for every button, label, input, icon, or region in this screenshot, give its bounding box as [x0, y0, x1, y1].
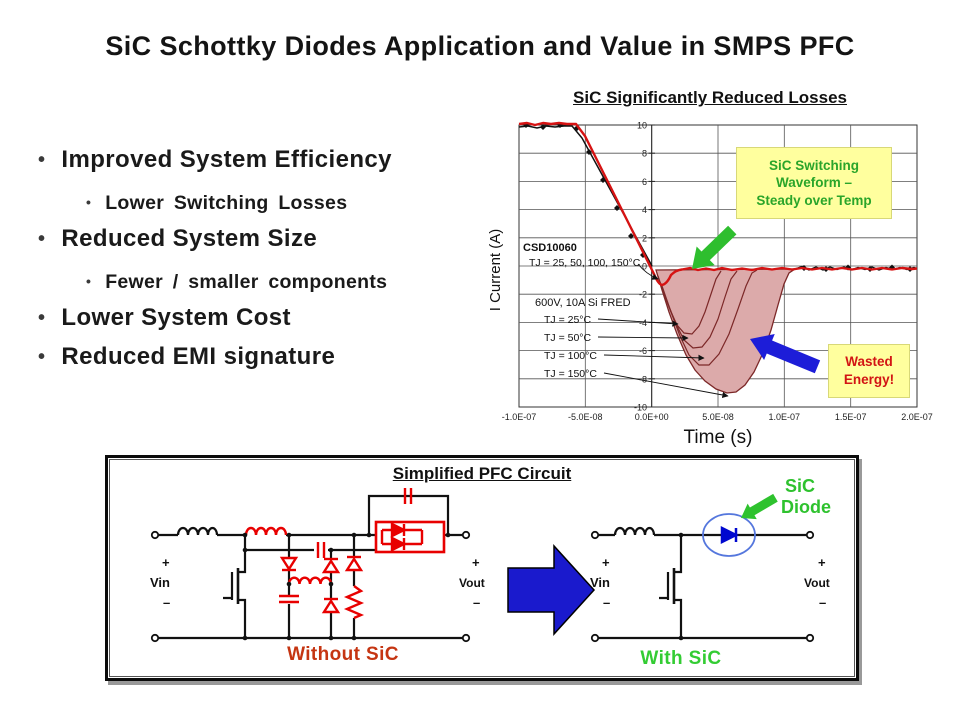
vout-label: Vout	[804, 576, 830, 590]
y-tick: -10	[634, 403, 647, 413]
y-tick-labels: 10 8 6 4 2 0 -2 -4 -6 -8 -10	[634, 121, 647, 413]
callout-line: Wasted	[845, 354, 893, 370]
y-tick: 6	[642, 177, 647, 187]
list-item: • Fewer / smaller components	[86, 270, 508, 294]
x-tick: -5.0E-08	[568, 412, 603, 422]
sic-device-label: CSD10060	[523, 242, 577, 254]
y-tick: 2	[642, 233, 647, 243]
blue-arrow-icon	[750, 334, 821, 374]
leader-lines	[597, 263, 729, 399]
si-fred-curves	[657, 269, 758, 366]
green-arrow-icon	[692, 225, 737, 269]
plus-sign: +	[818, 555, 826, 570]
bullet-icon: •	[38, 346, 46, 369]
black-wires	[598, 526, 810, 640]
wasted-energy-callout: Wasted Energy!	[828, 344, 910, 398]
sic-diode-label-line2: Diode	[781, 497, 831, 517]
sic-diode-label: SiC Diode	[781, 476, 831, 517]
x-tick: 1.0E-07	[769, 412, 801, 422]
bullet-text: Lower System Cost	[61, 304, 291, 332]
callout-line: Steady over Temp	[756, 192, 872, 208]
port-labels: + Vin – + Vout –	[590, 555, 830, 610]
junction-dots	[678, 532, 684, 641]
diode-highlight-ellipse	[702, 513, 756, 557]
si-temp-label: TJ = 50°C	[544, 332, 592, 344]
terminals	[150, 530, 471, 643]
list-item: • Improved System Efficiency	[28, 146, 508, 175]
y-tick: -4	[639, 318, 647, 328]
red-components	[244, 488, 446, 620]
plus-sign: +	[162, 555, 170, 570]
x-tick: 1.5E-07	[835, 412, 867, 422]
list-item: • Lower System Cost	[28, 304, 508, 333]
pfc-circuit-panel: Simplified PFC Circuit	[105, 455, 859, 681]
x-tick: -1.0E-07	[502, 412, 537, 422]
plus-sign: +	[472, 555, 480, 570]
vin-label: Vin	[150, 575, 170, 590]
list-item: • Reduced EMI signature	[28, 343, 508, 372]
y-tick: 4	[642, 205, 647, 215]
black-wires	[158, 494, 466, 640]
junction-dots	[242, 532, 451, 641]
x-tick: 2.0E-07	[901, 412, 933, 422]
y-tick: -6	[639, 346, 647, 356]
bullet-icon: •	[86, 193, 92, 210]
x-axis-label: Time (s)	[684, 427, 753, 448]
list-item: • Reduced System Size	[28, 225, 508, 254]
circuit-title: Simplified PFC Circuit	[392, 464, 572, 483]
y-tick: 10	[637, 121, 647, 131]
bullet-text: Reduced System Size	[61, 225, 318, 253]
bullet-icon: •	[86, 272, 92, 289]
minus-sign: –	[603, 595, 610, 610]
page-title: SiC Schottky Diodes Application and Valu…	[105, 31, 855, 62]
minus-sign: –	[163, 595, 170, 610]
bullet-text: Fewer / smaller components	[105, 270, 388, 293]
list-item: • Lower Switching Losses	[86, 191, 508, 215]
with-sic-label: With SiC	[640, 648, 722, 669]
port-labels: + Vin – + Vout –	[150, 555, 485, 610]
y-tick: -8	[639, 374, 647, 384]
wasted-energy-area	[655, 268, 798, 394]
bullet-text: Lower Switching Losses	[105, 191, 348, 214]
sic-diode-symbol	[720, 525, 739, 545]
si-temp-label: TJ = 150°C	[544, 368, 597, 380]
y-tick: 8	[642, 149, 647, 159]
chart-title: SiC Significantly Reduced Losses	[573, 88, 847, 107]
bullet-text: Improved System Efficiency	[61, 146, 392, 173]
minus-sign: –	[819, 595, 826, 610]
bullet-icon: •	[38, 149, 46, 171]
y-tick: 0	[642, 262, 647, 272]
green-pointer-arrow-icon	[741, 493, 778, 520]
plus-sign: +	[602, 555, 610, 570]
sic-temps-label: TJ = 25, 50, 100, 150°C	[529, 257, 641, 269]
x-tick: 5.0E-08	[702, 412, 734, 422]
x-tick-labels: -1.0E-07 -5.0E-08 0.0E+00 5.0E-08 1.0E-0…	[502, 412, 933, 422]
callout-line: Energy!	[843, 372, 895, 387]
x-tick: 0.0E+00	[635, 412, 669, 422]
without-sic-label: Without SiC	[287, 644, 399, 665]
minus-sign: –	[473, 595, 480, 610]
without-sic-circuit-diagram: + Vin – + Vout –	[150, 488, 485, 643]
vout-label: Vout	[459, 576, 485, 590]
sic-diode-label-line1: SiC	[785, 476, 815, 496]
bullet-text: Reduced EMI signature	[61, 343, 336, 371]
callout-line: SiC Switching	[768, 157, 859, 173]
sic-waveform-callout: SiC Switching Waveform – Steady over Tem…	[736, 147, 892, 219]
y-axis-label: I Current (A)	[487, 229, 504, 312]
vin-label: Vin	[590, 575, 610, 590]
terminals	[590, 530, 815, 643]
si-temp-label: TJ = 100°C	[544, 350, 597, 362]
bullet-icon: •	[38, 228, 46, 251]
si-device-label: 600V, 10A Si FRED	[535, 297, 631, 309]
with-sic-circuit-diagram: + Vin – + Vout – SiC Diode	[590, 476, 831, 643]
bullet-list: • Improved System Efficiency • Lower Switc…	[28, 146, 508, 372]
si-temp-label: TJ = 25°C	[544, 314, 592, 326]
bullet-icon: •	[38, 307, 46, 330]
callout-line: Waveform –	[775, 175, 853, 191]
y-tick: -2	[639, 290, 647, 300]
transition-arrow-icon	[507, 544, 596, 636]
